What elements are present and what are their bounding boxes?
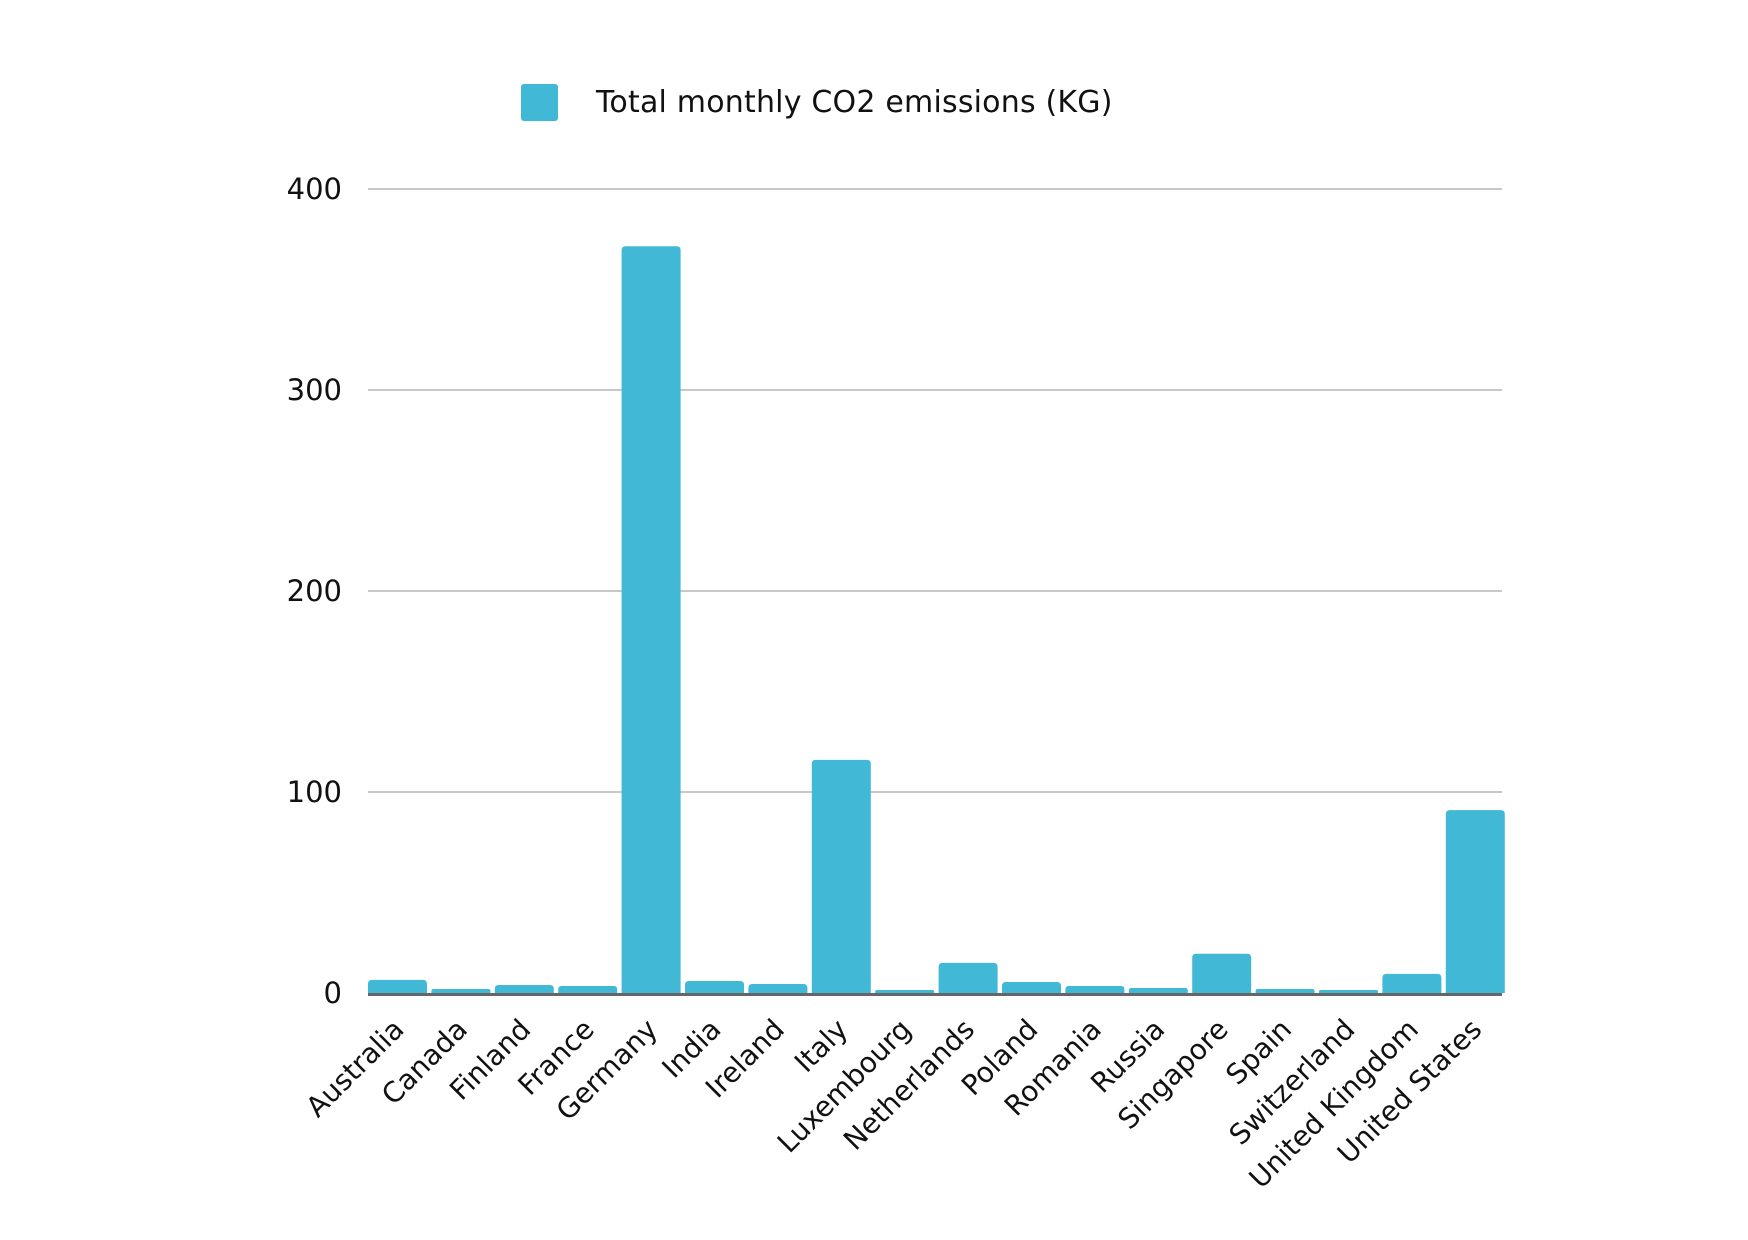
legend-label: Total monthly CO2 emissions (KG) — [596, 84, 1113, 120]
x-axis-ticks: AustraliaCanadaFinlandFranceGermanyIndia… — [300, 1013, 1489, 1195]
gridlines — [368, 188, 1502, 793]
bar-australia — [368, 979, 427, 993]
bar-singapore — [1192, 953, 1252, 993]
bar-finland — [494, 984, 554, 993]
legend: Total monthly CO2 emissions (KG) — [521, 80, 1113, 124]
legend-swatch — [521, 83, 558, 121]
bar-switzerland — [1319, 989, 1378, 993]
y-tick-label: 0 — [324, 976, 342, 1010]
y-tick-label: 100 — [287, 775, 342, 809]
bars — [368, 246, 1505, 993]
bar-russia — [1128, 987, 1188, 993]
bar-canada — [431, 988, 491, 993]
y-tick-label: 300 — [287, 373, 342, 407]
bar-poland — [1002, 981, 1061, 993]
bar-ireland — [748, 983, 808, 993]
bar-romania — [1065, 985, 1125, 993]
bar-netherlands — [938, 962, 998, 993]
bar-india — [685, 980, 744, 993]
y-tick-label: 200 — [287, 574, 342, 608]
bar-united-kingdom — [1382, 973, 1442, 993]
bar-luxembourg — [875, 989, 935, 993]
bar-italy — [811, 759, 871, 993]
bar-spain — [1255, 988, 1315, 993]
bar-germany — [621, 246, 681, 993]
bar-united-states — [1445, 810, 1505, 993]
y-tick-label: 400 — [287, 172, 342, 206]
bar-france — [558, 985, 618, 993]
y-axis-ticks: 0 100 200 300 400 — [287, 172, 342, 1010]
